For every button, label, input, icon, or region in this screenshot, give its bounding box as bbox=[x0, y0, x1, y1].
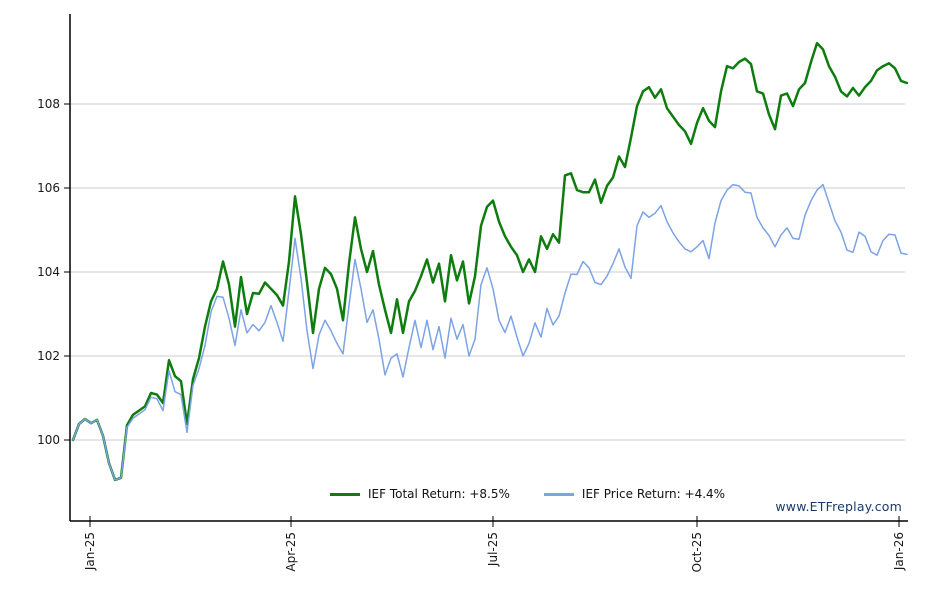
x-tick-label: Jan-25 bbox=[83, 532, 97, 571]
legend-line-swatch bbox=[543, 492, 574, 496]
y-tick-label: 100 bbox=[37, 433, 60, 447]
legend-item: IEF Price Return: +4.4% bbox=[543, 487, 726, 501]
y-tick-label: 104 bbox=[37, 265, 60, 279]
legend-item: IEF Total Return: +8.5% bbox=[330, 487, 510, 501]
x-tick-label: Jul-25 bbox=[486, 532, 500, 567]
total-return-line bbox=[71, 41, 909, 482]
legend-label: IEF Price Return: +4.4% bbox=[581, 487, 726, 501]
x-tick-label: Jan-26 bbox=[892, 532, 906, 571]
chart-legend: IEF Total Return: +8.5% IEF Price Return:… bbox=[330, 487, 725, 501]
price-return-line bbox=[72, 183, 908, 481]
legend-line-swatch bbox=[330, 492, 360, 496]
watermark: www.ETFreplay.com bbox=[775, 499, 902, 514]
y-tick-label: 108 bbox=[37, 97, 60, 111]
x-tick-label: Oct-25 bbox=[690, 532, 704, 572]
x-tick-label: Apr-25 bbox=[284, 532, 298, 572]
y-tick-label: 106 bbox=[37, 181, 60, 195]
legend-label: IEF Total Return: +8.5% bbox=[368, 487, 510, 501]
y-tick-label: 102 bbox=[37, 349, 60, 363]
